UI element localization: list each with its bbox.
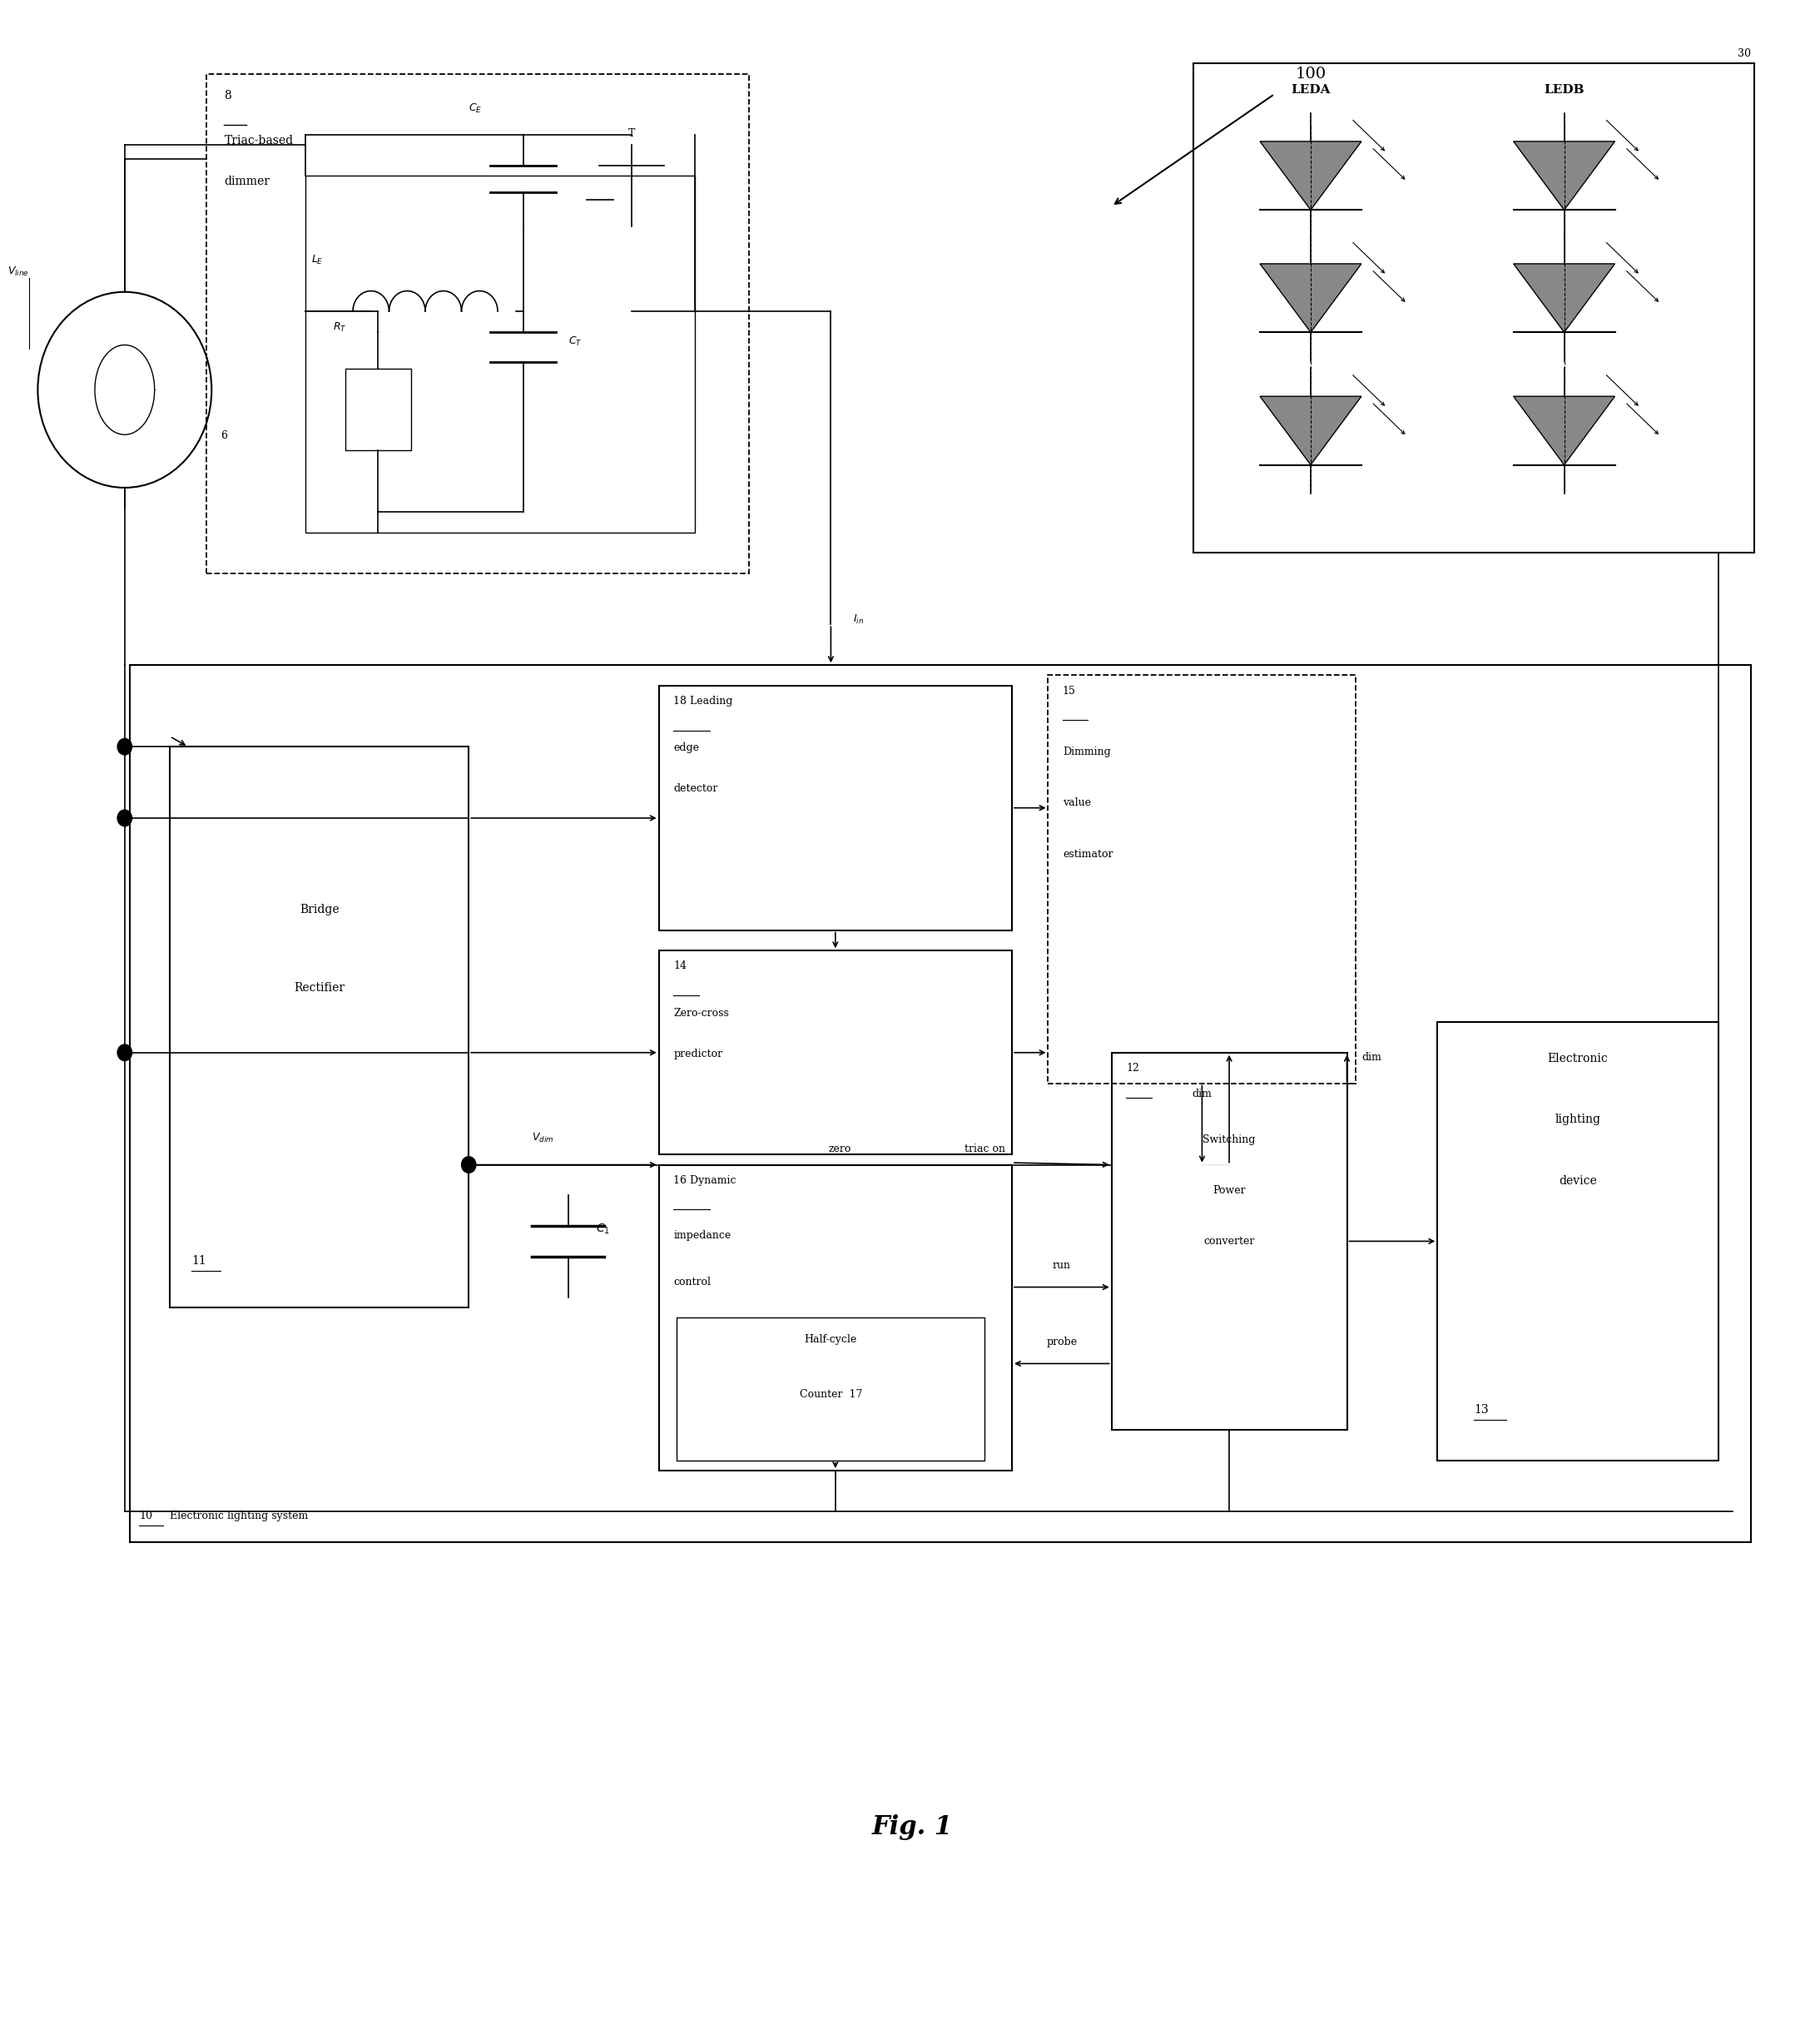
- Text: $V_{line}$: $V_{line}$: [7, 266, 29, 278]
- Text: dim: dim: [1192, 1089, 1212, 1100]
- Text: Counter  17: Counter 17: [799, 1390, 863, 1400]
- Text: $I_{in}$: $I_{in}$: [852, 613, 863, 625]
- Polygon shape: [1259, 264, 1361, 333]
- Text: control: control: [673, 1278, 712, 1288]
- Polygon shape: [1514, 264, 1614, 333]
- Bar: [1192, 63, 1754, 554]
- Text: 18 Leading: 18 Leading: [673, 695, 733, 707]
- Text: $V_{dim}$: $V_{dim}$: [531, 1132, 553, 1145]
- Text: dim: dim: [1361, 1053, 1381, 1063]
- Text: Half-cycle: Half-cycle: [804, 1335, 857, 1345]
- Text: $C_E$: $C_E$: [470, 102, 482, 114]
- Text: zero: zero: [828, 1145, 852, 1155]
- Text: $C_1$: $C_1$: [595, 1222, 610, 1237]
- Bar: [677, 1318, 985, 1461]
- Text: device: device: [1558, 1175, 1596, 1188]
- Text: $R_T$: $R_T$: [333, 321, 348, 333]
- Circle shape: [118, 809, 131, 826]
- Bar: [129, 664, 1751, 1541]
- Text: Fig. 1: Fig. 1: [872, 1815, 952, 1840]
- Bar: [1048, 675, 1356, 1083]
- Text: 6: 6: [220, 431, 228, 442]
- Polygon shape: [1514, 141, 1614, 211]
- Text: Switching: Switching: [1203, 1134, 1256, 1145]
- Text: 11: 11: [191, 1255, 206, 1267]
- Bar: [206, 74, 750, 572]
- Text: Electronic lighting system: Electronic lighting system: [169, 1511, 308, 1521]
- Bar: [1112, 1053, 1347, 1431]
- Text: predictor: predictor: [673, 1049, 723, 1059]
- Text: 16 Dynamic: 16 Dynamic: [673, 1175, 735, 1186]
- Text: Dimming: Dimming: [1063, 746, 1110, 758]
- Text: converter: converter: [1203, 1237, 1254, 1247]
- Text: 15: 15: [1063, 685, 1076, 697]
- Text: Bridge: Bridge: [300, 903, 339, 916]
- Text: T: T: [628, 129, 635, 139]
- Bar: [169, 746, 470, 1308]
- Bar: [659, 1165, 1012, 1472]
- Text: run: run: [1052, 1259, 1070, 1271]
- Polygon shape: [1259, 141, 1361, 211]
- Bar: [306, 176, 695, 533]
- Text: 13: 13: [1474, 1404, 1489, 1416]
- Text: Triac-based: Triac-based: [224, 135, 293, 147]
- Text: triac on: triac on: [965, 1145, 1005, 1155]
- Circle shape: [118, 738, 131, 754]
- Text: Zero-cross: Zero-cross: [673, 1008, 730, 1018]
- Text: Power: Power: [1212, 1186, 1245, 1196]
- Text: LEDB: LEDB: [1543, 84, 1585, 96]
- Text: edge: edge: [673, 742, 699, 754]
- Bar: [659, 950, 1012, 1155]
- Text: LEDA: LEDA: [1290, 84, 1330, 96]
- Text: 12: 12: [1127, 1063, 1139, 1073]
- Text: $L_E$: $L_E$: [311, 253, 324, 266]
- Text: 100: 100: [1296, 65, 1327, 82]
- Bar: [346, 368, 411, 450]
- Text: 14: 14: [673, 961, 686, 971]
- Text: impedance: impedance: [673, 1230, 732, 1241]
- Text: 30: 30: [1738, 49, 1751, 59]
- Text: 10: 10: [138, 1511, 153, 1521]
- Polygon shape: [1514, 397, 1614, 464]
- Text: probe: probe: [1046, 1337, 1077, 1347]
- Text: detector: detector: [673, 783, 717, 795]
- Bar: [659, 685, 1012, 930]
- Text: value: value: [1063, 797, 1090, 809]
- Circle shape: [462, 1157, 477, 1173]
- Text: lighting: lighting: [1554, 1114, 1600, 1126]
- Text: estimator: estimator: [1063, 848, 1114, 858]
- Text: dimmer: dimmer: [224, 176, 269, 188]
- Circle shape: [118, 1044, 131, 1061]
- Text: $C_T$: $C_T$: [568, 335, 582, 347]
- Text: Electronic: Electronic: [1547, 1053, 1609, 1065]
- Text: 8: 8: [224, 90, 231, 102]
- Bar: [1438, 1022, 1718, 1461]
- Text: Rectifier: Rectifier: [293, 983, 344, 993]
- Polygon shape: [1259, 397, 1361, 464]
